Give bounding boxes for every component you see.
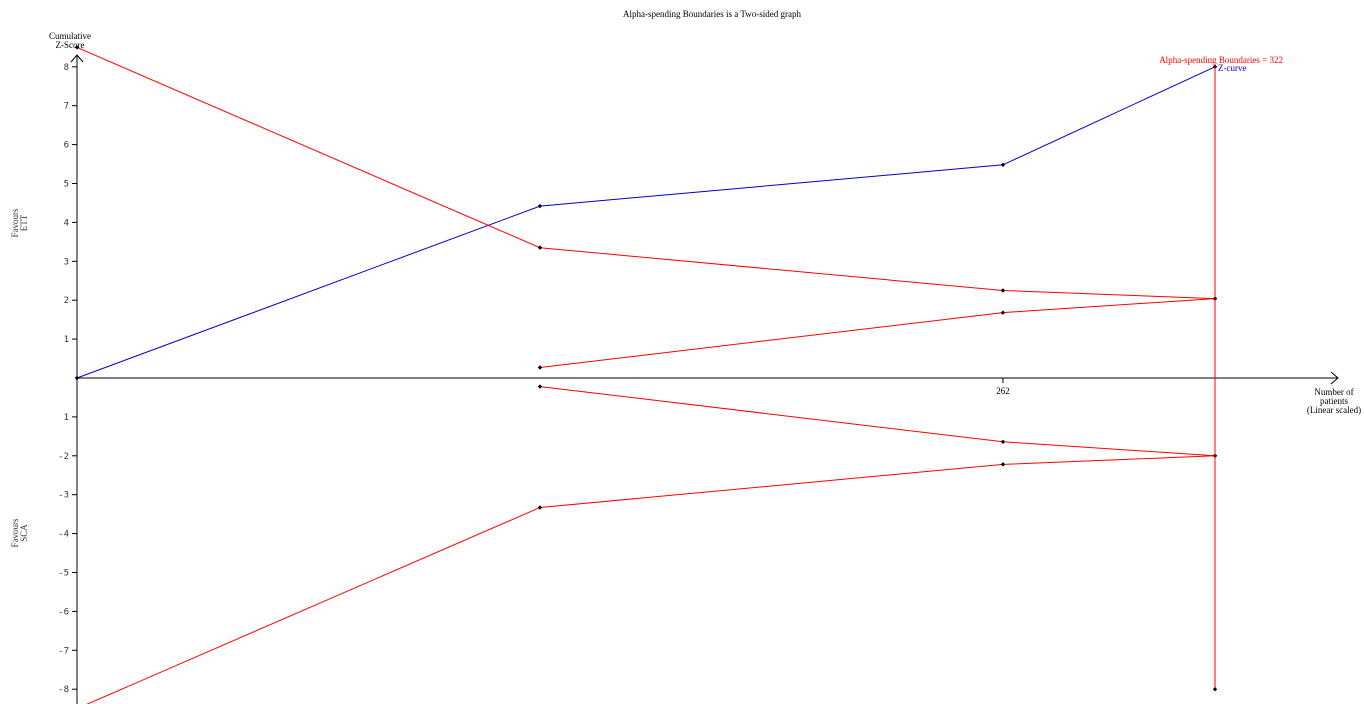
boundary-label: Alpha-spending Boundaries = 322 bbox=[1159, 55, 1283, 65]
data-point bbox=[1000, 462, 1006, 467]
series-line bbox=[76, 66, 1216, 379]
favours-top-label: ETT bbox=[19, 214, 29, 231]
y-tick-label: -4 bbox=[58, 530, 69, 540]
y-tick-label: -5 bbox=[58, 569, 69, 579]
data-point bbox=[1000, 439, 1006, 444]
y-axis-arrow bbox=[70, 54, 84, 63]
y-tick-label: 1 bbox=[64, 335, 69, 345]
y-tick-label: 7 bbox=[64, 102, 69, 112]
data-point bbox=[1000, 162, 1006, 168]
y-tick-label: 5 bbox=[64, 180, 69, 190]
favours-bottom-label: Favours bbox=[10, 518, 20, 547]
x-tick-label: 262 bbox=[996, 386, 1010, 396]
y-tick-label: 2 bbox=[64, 296, 69, 306]
data-point bbox=[74, 375, 80, 381]
x-axis-arrow bbox=[1330, 371, 1339, 385]
x-axis-title: patients bbox=[1320, 396, 1348, 406]
data-point bbox=[537, 384, 543, 389]
y-tick-label: 1 bbox=[64, 413, 69, 423]
x-axis-ticks: 262 bbox=[996, 378, 1010, 396]
y-tick-label: -3 bbox=[58, 491, 69, 501]
data-point bbox=[1000, 288, 1006, 293]
chart-title: Alpha-spending Boundaries is a Two-sided… bbox=[623, 9, 801, 19]
series-line bbox=[539, 298, 1216, 368]
y-axis-title: Cumulative bbox=[49, 31, 91, 41]
y-tick-label: 3 bbox=[64, 257, 69, 267]
axes bbox=[70, 54, 1339, 704]
series-layer bbox=[74, 45, 1218, 704]
z-curve-label: Z-curve bbox=[1218, 63, 1246, 73]
y-tick-label: -6 bbox=[58, 607, 69, 617]
data-point bbox=[537, 365, 543, 370]
x-axis-title: (Linear scaled) bbox=[1307, 405, 1361, 415]
y-tick-label: 8 bbox=[64, 63, 69, 73]
data-point bbox=[1212, 687, 1218, 692]
data-point bbox=[74, 45, 80, 50]
y-tick-label: 4 bbox=[64, 218, 69, 228]
y-tick-label: 6 bbox=[64, 141, 69, 151]
y-axis-ticks: 8 7 6 5 4 3 2 1 1 -2 -3 -4 -5 -6 -7 -8 bbox=[58, 63, 77, 695]
data-point bbox=[537, 203, 543, 209]
x-axis-title: Number of bbox=[1314, 387, 1353, 397]
favours-bottom-label: SCA bbox=[19, 524, 29, 542]
data-point bbox=[537, 505, 543, 510]
y-axis-title: Z-Score bbox=[56, 40, 85, 50]
series-line bbox=[86, 455, 1216, 704]
data-point bbox=[1000, 310, 1006, 315]
y-tick-label: -2 bbox=[58, 452, 69, 462]
y-tick-label: -7 bbox=[58, 646, 69, 656]
y-tick-label: -8 bbox=[58, 685, 69, 695]
data-point bbox=[537, 245, 543, 250]
series-line bbox=[539, 386, 1216, 457]
series-line bbox=[76, 46, 1216, 300]
favours-top-label: Favours bbox=[10, 208, 20, 237]
